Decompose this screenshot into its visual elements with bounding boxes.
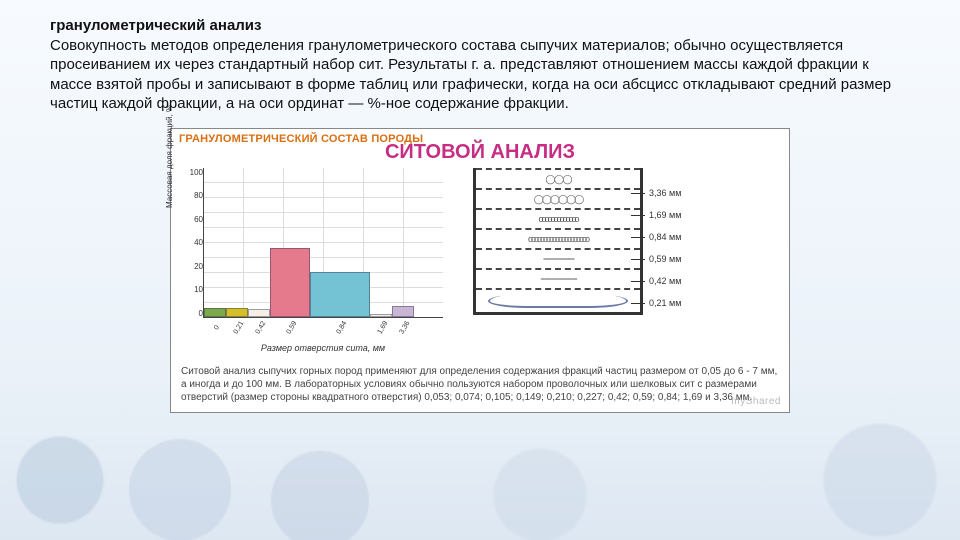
chart-bar bbox=[370, 314, 392, 317]
body-paragraph: Совокупность методов определения грануло… bbox=[50, 36, 910, 114]
page-title: гранулометрический анализ bbox=[50, 16, 910, 36]
sieve-sizes: 3,36 мм 1,69 мм 0,84 мм 0,59 мм 0,42 мм 0,21 … bbox=[649, 188, 681, 308]
chart-ytick: 100 bbox=[190, 168, 203, 177]
chart-xtick: 1,69 bbox=[375, 316, 392, 339]
sieve-diagram: ◯ ◯ ◯◯◯◯◯◯◯ooooooooooooooooooooooooooooo… bbox=[473, 168, 773, 315]
chart-xtick: 0,21 bbox=[231, 316, 248, 339]
chart-bar bbox=[270, 248, 310, 317]
chart-bar bbox=[310, 272, 370, 317]
grain-icon: ◯◯◯◯◯◯ bbox=[476, 190, 640, 208]
chart-xtick: 0 bbox=[209, 316, 226, 339]
chart-bar bbox=[392, 306, 414, 317]
chart-bar bbox=[226, 308, 248, 317]
tray-arc-icon bbox=[488, 294, 628, 308]
chart-xtick: 3,36 bbox=[397, 316, 414, 339]
sieve-stack: ◯ ◯ ◯◯◯◯◯◯◯ooooooooooooooooooooooooooooo… bbox=[473, 168, 643, 315]
sieve-layer: ◯ ◯ ◯ bbox=[476, 168, 640, 188]
chart-bars bbox=[204, 248, 414, 317]
chart-ytick: 60 bbox=[194, 215, 203, 224]
sieve-layer: ⋅⋅⋅⋅⋅⋅⋅⋅⋅⋅⋅⋅⋅⋅⋅⋅⋅⋅⋅⋅⋅⋅⋅⋅⋅⋅⋅⋅⋅⋅⋅⋅⋅⋅⋅⋅⋅⋅⋅⋅… bbox=[476, 268, 640, 288]
grain-icon: ⋅⋅⋅⋅⋅⋅⋅⋅⋅⋅⋅⋅⋅⋅⋅⋅⋅⋅⋅⋅⋅⋅⋅⋅⋅⋅⋅⋅⋅⋅⋅⋅⋅⋅⋅⋅⋅⋅⋅⋅… bbox=[476, 270, 640, 288]
chart-bar bbox=[248, 309, 270, 317]
chart-ytick: 10 bbox=[194, 285, 203, 294]
chart-xtick: 0,42 bbox=[253, 316, 270, 339]
sieve-layer: ⋅⋅⋅⋅⋅⋅⋅⋅⋅⋅⋅⋅⋅⋅⋅⋅⋅⋅⋅⋅⋅⋅⋅⋅⋅⋅⋅⋅⋅⋅⋅⋅⋅⋅⋅⋅ bbox=[476, 248, 640, 268]
sieve-size-label: 1,69 мм bbox=[649, 210, 681, 220]
sieve-layer: ◯◯◯◯◯◯ bbox=[476, 188, 640, 208]
sieve-size-label: 0,84 мм bbox=[649, 232, 681, 242]
figure-caption-text: Ситовой анализ сыпучих горных пород прим… bbox=[181, 366, 777, 403]
grain-icon: ⋅⋅⋅⋅⋅⋅⋅⋅⋅⋅⋅⋅⋅⋅⋅⋅⋅⋅⋅⋅⋅⋅⋅⋅⋅⋅⋅⋅⋅⋅⋅⋅⋅⋅⋅⋅ bbox=[476, 250, 640, 268]
chart-ylabel: Массовая доля фракций, % bbox=[165, 98, 174, 208]
grain-icon: ◯ ◯ ◯ bbox=[476, 170, 640, 188]
figure-caption: Ситовой анализ сыпучих горных пород прим… bbox=[171, 359, 789, 412]
figure-container: ГРАНУЛОМЕТРИЧЕСКИЙ СОСТАВ ПОРОДЫ СИТОВОЙ… bbox=[170, 128, 790, 413]
bar-chart: Массовая доля фракций, % 10080604020100 … bbox=[177, 168, 457, 353]
sieve-size-label: 0,42 мм bbox=[649, 276, 681, 286]
grain-icon: oooooooooooooooooooo bbox=[476, 230, 640, 248]
chart-bar bbox=[204, 308, 226, 317]
sieve-size-label: 0,59 мм bbox=[649, 254, 681, 264]
chart-yticks: 10080604020100 bbox=[179, 168, 203, 318]
chart-ytick: 20 bbox=[194, 262, 203, 271]
sieve-layer: ooooooooooooo bbox=[476, 208, 640, 228]
chart-ytick: 40 bbox=[194, 238, 203, 247]
sieve-layer: oooooooooooooooooooo bbox=[476, 228, 640, 248]
sieve-size-label: 3,36 мм bbox=[649, 188, 681, 198]
chart-xticks: 00,210,420,590,841,693,36 bbox=[203, 318, 443, 333]
chart-plot-area bbox=[203, 168, 443, 318]
chart-ytick: 80 bbox=[194, 191, 203, 200]
sieve-size-label: 0,21 мм bbox=[649, 298, 681, 308]
grain-icon: ooooooooooooo bbox=[476, 210, 640, 228]
sieve-tray bbox=[476, 288, 640, 312]
